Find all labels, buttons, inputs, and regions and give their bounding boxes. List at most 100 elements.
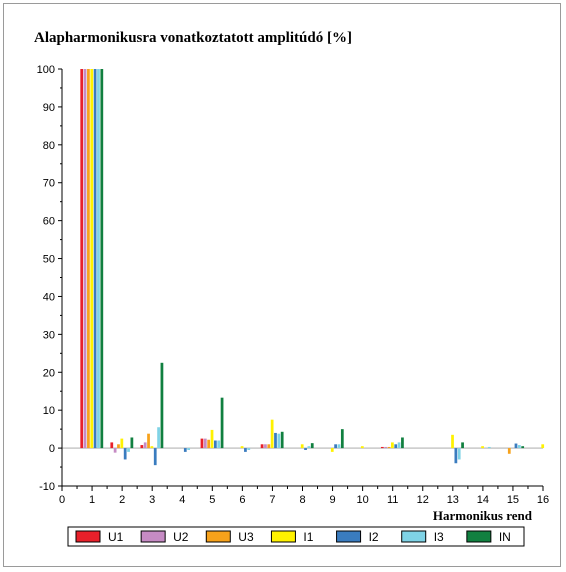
bar-i2-h5 <box>213 440 217 449</box>
chart-title: Alapharmonikusra vonatkoztatott amplitúd… <box>34 30 352 46</box>
bar-i2-h7 <box>274 432 277 449</box>
bar-i1-h6 <box>240 446 244 449</box>
legend-swatch-u1 <box>75 530 101 543</box>
bar-i1-h8 <box>300 444 304 449</box>
bar-u1-h7 <box>260 444 264 449</box>
legend-label-u1: U1 <box>108 530 124 544</box>
bar-i1-h14 <box>481 446 484 449</box>
bar-u2-h7 <box>264 444 267 449</box>
y-tick-label: 70 <box>43 178 55 190</box>
bar-u2-h11 <box>384 446 388 449</box>
bar-u2-h3 <box>143 442 147 449</box>
bar-i1-h13 <box>451 434 454 449</box>
axes <box>58 68 544 491</box>
legend: U1 U2 U3 I1 I2 I3 IN <box>67 526 525 547</box>
x-tick-label: 11 <box>387 494 398 506</box>
bars <box>80 69 545 466</box>
y-tick-label: 100 <box>37 64 55 76</box>
bar-i2-h1 <box>93 69 97 449</box>
x-tick-label: 14 <box>477 494 489 506</box>
bar-u1-h3 <box>140 445 144 449</box>
bar-i2-h2 <box>123 448 127 460</box>
bar-u3-h7 <box>267 444 271 449</box>
bar-u1-h11 <box>380 446 384 449</box>
x-tick-label: 7 <box>269 494 275 506</box>
bar-in-h15 <box>521 446 525 449</box>
bar-i3-h3 <box>157 427 160 449</box>
bar-in-h7 <box>280 431 284 449</box>
legend-swatch-u3 <box>205 530 231 543</box>
bar-i2-h8 <box>304 448 307 450</box>
bar-u3-h1 <box>87 69 90 449</box>
legend-label-u3: U3 <box>238 530 254 544</box>
x-axis-title: Harmonikus rend <box>433 508 533 523</box>
bar-i3-h14 <box>487 446 491 449</box>
x-tick-label: 1 <box>89 494 95 506</box>
x-tick-label: 9 <box>330 494 336 506</box>
bar-u2-h2 <box>113 448 117 453</box>
x-tick-label: 2 <box>119 494 125 506</box>
x-tick-label: 6 <box>239 494 245 506</box>
bar-u2-h1 <box>83 69 87 449</box>
x-tick-label: 8 <box>299 494 305 506</box>
y-tick-label: -10 <box>39 481 55 493</box>
bar-i3-h9 <box>337 444 341 449</box>
bar-i1-h11 <box>391 442 394 449</box>
bar-u3-h15 <box>507 448 511 454</box>
x-tick-label: 5 <box>209 494 215 506</box>
legend-label-i2: I2 <box>369 530 379 544</box>
bar-u3-h3 <box>147 433 150 449</box>
bar-i3-h13 <box>457 448 461 460</box>
bar-in-h9 <box>340 429 344 449</box>
bar-u1-h2 <box>110 442 114 449</box>
bar-in-h1 <box>100 69 104 449</box>
bar-i3-h7 <box>277 433 281 449</box>
bar-i3-h1 <box>97 69 100 449</box>
bar-in-h2 <box>130 437 134 449</box>
legend-label-u2: U2 <box>173 530 189 544</box>
y-tick-label: 30 <box>43 329 55 341</box>
y-tick-label: 0 <box>49 443 55 455</box>
bar-in-h13 <box>461 442 464 449</box>
legend-swatch-i2 <box>336 530 362 543</box>
bar-u3-h5 <box>207 439 211 449</box>
bar-u3-h11 <box>387 446 391 449</box>
legend-label-i3: I3 <box>434 530 444 544</box>
bar-i1-h3 <box>150 446 154 449</box>
legend-label-i1: I1 <box>303 530 313 544</box>
bar-i2-h13 <box>454 448 458 464</box>
y-tick-label: 40 <box>43 291 55 303</box>
bar-in-h5 <box>220 397 224 449</box>
bar-i1-h5 <box>210 429 214 449</box>
bar-i3-h15 <box>517 445 521 449</box>
y-tick-label: 20 <box>43 367 55 379</box>
x-tick-label: 12 <box>417 494 429 506</box>
bar-i3-h5 <box>217 440 221 449</box>
bar-i3-h6 <box>247 448 251 450</box>
bar-u1-h5 <box>200 438 204 449</box>
y-tick-label: 10 <box>43 405 55 417</box>
bar-i2-h15 <box>514 443 518 449</box>
bar-i3-h11 <box>397 442 401 449</box>
legend-swatch-u2 <box>140 530 166 543</box>
x-tick-label: 15 <box>507 494 519 506</box>
x-tick-label: 4 <box>179 494 185 506</box>
bar-i2-h9 <box>334 444 337 449</box>
bar-i1-h7 <box>270 419 274 449</box>
bar-in-h11 <box>401 437 404 449</box>
bar-i1-h1 <box>90 69 94 449</box>
bar-u1-h1 <box>80 69 84 449</box>
y-tick-label: 50 <box>43 254 55 266</box>
legend-box <box>67 526 525 547</box>
bar-i1-h9 <box>330 448 334 452</box>
legend-swatch-in <box>466 530 492 543</box>
y-tick-label: 60 <box>43 216 55 228</box>
legend-swatch-i3 <box>401 530 427 543</box>
bar-i1-h16 <box>541 444 545 449</box>
bar-i2-h3 <box>153 448 157 466</box>
bar-i2-h11 <box>394 444 398 449</box>
y-tick-label: 80 <box>43 140 55 152</box>
x-tick-label: 10 <box>357 494 369 506</box>
